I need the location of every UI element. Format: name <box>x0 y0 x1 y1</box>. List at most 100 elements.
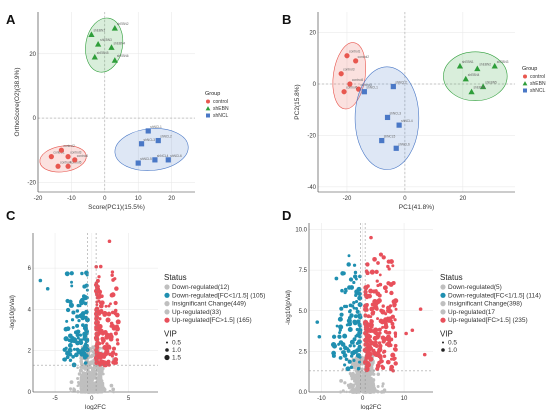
panel-label: B <box>282 12 291 27</box>
legend-label-status: Insignificant Change(398) <box>448 301 522 308</box>
up-regulated-fc-point <box>107 304 111 308</box>
down-regulated-fc-point <box>65 355 70 360</box>
point-label: control1 <box>349 50 361 54</box>
y-tick-label: -20 <box>27 180 36 186</box>
down-regulated-fc-point <box>344 357 349 361</box>
up-regulated-fc-point <box>113 308 118 313</box>
up-regulated-fc-point <box>113 300 118 306</box>
data-point-shEBN <box>474 65 481 72</box>
insignificant-point <box>77 372 82 376</box>
up-regulated-fc-point <box>384 289 388 294</box>
insignificant-point <box>359 379 364 383</box>
up-regulated-fc-point <box>390 357 393 361</box>
down-regulated-fc-point <box>83 361 88 365</box>
up-regulated-fc-point <box>102 330 108 335</box>
y-tick-label: 20 <box>309 31 316 37</box>
down-regulated-fc-point <box>349 309 352 312</box>
down-regulated-fc-point <box>357 295 363 301</box>
up-regulated-fc-point <box>365 303 369 307</box>
volcano-points-D <box>309 223 433 394</box>
y-axis-title: PC2(15.8%) <box>294 84 301 119</box>
insignificant-point <box>78 368 83 373</box>
down-regulated-fc-point <box>349 365 354 370</box>
insignificant-point <box>90 367 94 371</box>
insignificant-point <box>352 390 356 394</box>
insignificant-point <box>111 387 116 392</box>
data-point-control <box>341 89 347 95</box>
x-tick-label: 20 <box>460 196 467 202</box>
insignificant-point <box>109 383 114 388</box>
up-regulated-fc-point <box>97 312 101 316</box>
up-regulated-fc-point <box>368 339 372 343</box>
legend-marker-shEBN <box>522 81 528 86</box>
up-regulated-fc-point <box>94 281 98 285</box>
down-regulated-fc-point <box>72 347 77 351</box>
down-regulated-fc-point <box>347 327 353 332</box>
extreme-point <box>422 352 427 357</box>
down-regulated-fc-point <box>75 323 80 328</box>
up-regulated-fc-point <box>365 336 370 341</box>
legend-marker-shEBN <box>205 106 211 111</box>
insignificant-point <box>96 388 101 393</box>
up-regulated-fc-point <box>377 293 382 298</box>
down-regulated-fc-point <box>357 291 362 296</box>
down-regulated-fc-point <box>67 343 73 348</box>
up-regulated-fc-point <box>364 347 368 352</box>
vip-size-label: 0.5 <box>448 340 457 347</box>
down-regulated-fc-point <box>357 345 362 350</box>
extreme-point <box>369 235 373 240</box>
down-regulated-fc-point <box>354 299 359 304</box>
up-regulated-fc-point <box>113 277 117 281</box>
down-regulated-fc-point <box>346 318 352 324</box>
up-regulated-fc-point <box>366 314 371 319</box>
up-regulated-fc-point <box>382 354 387 358</box>
x-tick-label: -20 <box>343 196 352 202</box>
insignificant-point <box>356 386 360 390</box>
down-regulated-fc-point <box>84 317 90 323</box>
insignificant-point <box>362 380 367 385</box>
up-regulated-fc-point <box>114 352 118 356</box>
down-regulated-fc-point <box>342 353 348 358</box>
point-label: control6 <box>346 86 358 90</box>
legend-label-status: Down-regulated[FC<1/1.5] (114) <box>448 292 541 299</box>
insignificant-point <box>76 366 79 369</box>
insignificant-point <box>98 376 103 380</box>
legend-title: Group <box>205 91 220 97</box>
down-regulated-fc-point <box>84 309 89 315</box>
volcano-points-C <box>33 233 158 394</box>
up-regulated-fc-point <box>110 292 116 298</box>
down-regulated-fc-point <box>68 302 74 308</box>
insignificant-point <box>90 384 93 388</box>
down-regulated-fc-point <box>353 349 359 354</box>
legend-label-status: Down-regulated(5) <box>448 284 502 291</box>
up-regulated-fc-point <box>114 326 120 332</box>
down-regulated-fc-point <box>358 355 362 359</box>
insignificant-point <box>111 390 114 393</box>
insignificant-point <box>89 380 94 384</box>
data-point-shNCL <box>361 89 367 95</box>
data-point-shEBN <box>456 62 464 69</box>
up-regulated-fc-point <box>379 308 384 313</box>
point-label: shNCL4 <box>401 119 413 123</box>
down-regulated-fc-point <box>354 334 358 338</box>
down-regulated-fc-point <box>68 333 73 339</box>
status-legend-C: Status Down-regulated(12)Down-regulated[F… <box>164 273 265 362</box>
down-regulated-fc-point <box>357 322 362 327</box>
down-regulated-fc-point <box>358 274 362 279</box>
point-label: shNCL3 <box>144 138 156 142</box>
y-tick-label: 2.5 <box>299 349 308 355</box>
up-regulated-fc-point <box>364 295 368 299</box>
up-regulated-fc-point <box>104 304 108 308</box>
up-regulated-fc-point <box>373 340 378 345</box>
vip-size-marker <box>442 341 444 344</box>
down-regulated-fc-point <box>352 337 357 342</box>
up-regulated-fc-point <box>367 327 373 333</box>
legend-marker-shNCL <box>206 113 210 118</box>
insignificant-point <box>90 355 93 359</box>
down-regulated-fc-point <box>338 341 343 345</box>
insignificant-point <box>76 390 80 394</box>
point-label: shEBN3 <box>100 38 112 42</box>
down-regulated-fc-point <box>73 330 78 335</box>
